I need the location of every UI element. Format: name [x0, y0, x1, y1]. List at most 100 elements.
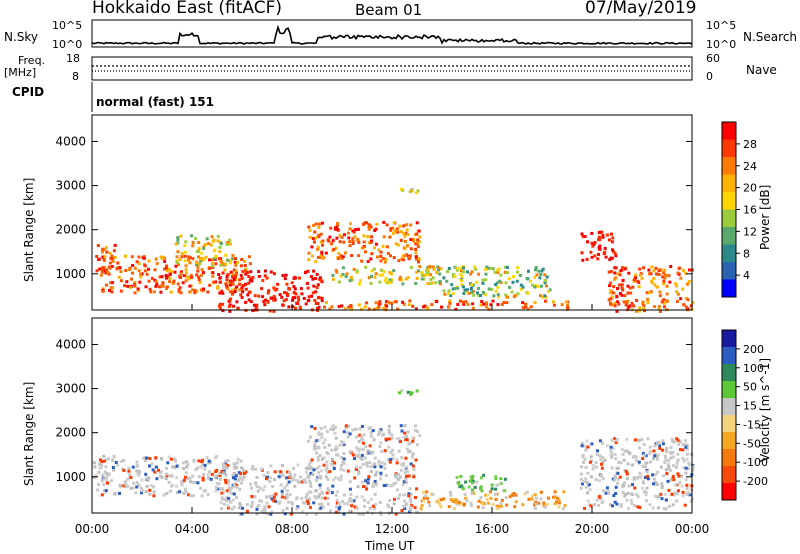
data-cell [561, 507, 565, 511]
data-cell [357, 303, 361, 307]
data-cell [676, 472, 680, 476]
data-cell [640, 277, 644, 280]
data-cell [540, 269, 544, 273]
data-cell [449, 493, 453, 497]
data-cell [168, 272, 172, 276]
data-cell [482, 291, 486, 295]
data-cell [671, 451, 675, 454]
data-cell [546, 496, 550, 500]
data-cell [386, 300, 390, 304]
data-cell [342, 469, 346, 472]
data-cell [480, 489, 484, 493]
data-cell [428, 282, 432, 286]
data-cell [642, 490, 646, 494]
data-cell [182, 491, 186, 495]
data-cell [320, 490, 324, 494]
data-cell [281, 509, 285, 513]
data-cell [590, 442, 594, 446]
data-cell [451, 272, 455, 276]
data-cell [527, 269, 530, 273]
data-cell [594, 465, 598, 469]
data-cell [323, 446, 327, 449]
data-cell [411, 304, 415, 308]
data-cell [100, 463, 104, 467]
data-cell [606, 489, 610, 493]
data-cell [126, 284, 130, 288]
data-cell [201, 478, 205, 482]
data-cell [476, 505, 480, 509]
data-cell [137, 262, 141, 266]
data-cell [223, 498, 227, 502]
data-cell [519, 287, 523, 291]
data-cell [626, 284, 630, 288]
data-cell [312, 223, 316, 227]
data-cell [275, 287, 279, 291]
colorbar-swatch [722, 381, 736, 399]
data-cell [273, 478, 277, 482]
data-cell [355, 506, 359, 510]
data-cell [664, 450, 668, 453]
data-cell [583, 506, 586, 510]
data-cell [447, 505, 451, 509]
data-cell [230, 292, 234, 296]
data-cell [364, 221, 368, 225]
data-cell [428, 265, 432, 268]
data-cell [376, 255, 379, 259]
data-cell [609, 452, 613, 456]
data-cell [379, 465, 383, 469]
data-cell [620, 283, 624, 287]
data-cell [320, 299, 324, 303]
data-cell [686, 491, 690, 495]
data-cell [184, 264, 188, 268]
data-cell [307, 479, 311, 483]
data-cell [412, 467, 416, 471]
data-cell [339, 463, 343, 467]
data-cell [661, 275, 665, 279]
data-cell [360, 457, 364, 461]
data-cell [180, 255, 184, 259]
data-cell [232, 471, 236, 475]
data-cell [625, 472, 629, 476]
data-cell [476, 291, 479, 295]
data-cell [103, 255, 107, 259]
data-cell [255, 303, 259, 307]
data-cell [525, 490, 529, 494]
data-cell [342, 461, 346, 465]
data-cell [124, 254, 127, 258]
y-tick-label: 1000 [55, 470, 86, 484]
colorbar-tick-label: 50 [743, 381, 757, 394]
data-cell [691, 465, 695, 469]
data-cell [339, 474, 343, 478]
data-cell [219, 242, 223, 245]
data-cell [254, 305, 258, 309]
data-cell [357, 472, 361, 476]
data-cell [304, 271, 307, 275]
data-cell [200, 268, 204, 272]
data-cell [542, 501, 546, 505]
data-cell [102, 483, 105, 487]
data-cell [377, 459, 381, 463]
data-cell [379, 471, 383, 475]
data-cell [383, 466, 387, 470]
data-cell [623, 449, 627, 453]
data-cell [131, 271, 134, 275]
data-cell [523, 492, 527, 496]
data-cell [342, 441, 346, 445]
data-cell [533, 285, 537, 289]
data-cell [218, 250, 222, 254]
data-cell [111, 259, 115, 263]
data-cell [219, 260, 223, 264]
data-cell [614, 485, 618, 489]
data-cell [432, 267, 436, 271]
data-cell [414, 458, 418, 462]
data-cell [218, 302, 222, 306]
data-cell [664, 507, 668, 511]
data-cell [657, 306, 661, 310]
data-cell [397, 449, 401, 453]
data-cell [128, 473, 132, 477]
data-cell [351, 237, 355, 241]
data-cell [307, 251, 311, 255]
data-cell [133, 284, 137, 288]
data-cell [646, 297, 650, 301]
data-cell [641, 300, 645, 304]
